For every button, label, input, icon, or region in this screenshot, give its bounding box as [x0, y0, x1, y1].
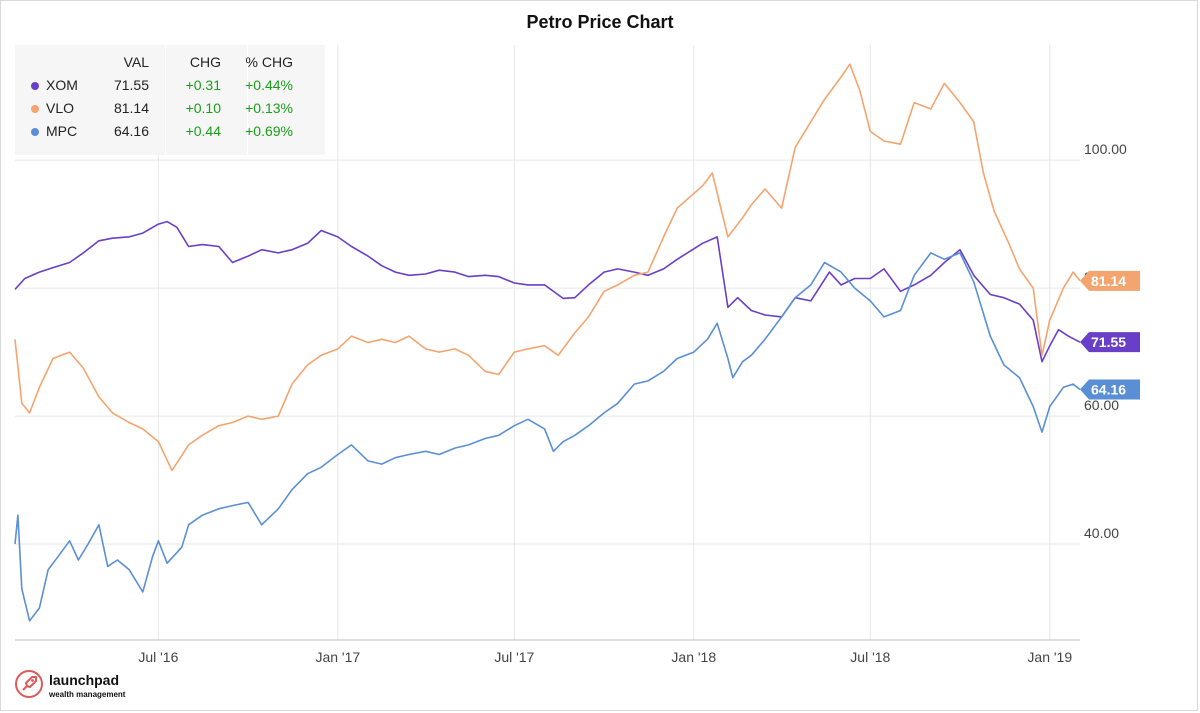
- series-line-xom[interactable]: [14, 220, 1081, 363]
- legend-percent-change: +0.44%: [245, 77, 293, 93]
- rocket-icon: [15, 670, 43, 698]
- legend-value: 64.16: [113, 123, 149, 139]
- x-tick-label: Jan '17: [315, 649, 360, 665]
- value-tag-label: 64.16: [1091, 381, 1126, 397]
- value-tag-label: 71.55: [1091, 334, 1126, 350]
- value-tag-shape: [1080, 379, 1140, 400]
- y-tick-label: 40.00: [1084, 525, 1119, 541]
- series-line-vlo[interactable]: [14, 63, 1081, 472]
- legend-percent-change: +0.13%: [245, 100, 293, 116]
- y-tick-label: 100.00: [1084, 141, 1127, 157]
- logo-name: launchpad: [49, 672, 120, 688]
- last-value-tag-vlo: 81.14: [1080, 270, 1140, 291]
- x-tick-label: Jan '19: [1027, 649, 1072, 665]
- x-tick-label: Jan '18: [671, 649, 716, 665]
- legend-header-chg: CHG: [189, 54, 221, 70]
- launchpad-logo: launchpad wealth management: [15, 669, 155, 703]
- legend-dot-icon: [31, 128, 39, 136]
- last-value-tag-xom: 71.55: [1080, 332, 1140, 353]
- legend-dot-icon: [31, 105, 39, 113]
- chart-title: Petro Price Chart: [526, 12, 674, 32]
- value-tag-shape: [1080, 270, 1140, 291]
- legend-row-mpc[interactable]: MPC 64.16 +0.44 +0.69%: [15, 123, 325, 145]
- legend-change: +0.44: [185, 123, 221, 139]
- legend-percent-change: +0.69%: [245, 123, 293, 139]
- legend-dot-icon: [31, 82, 39, 90]
- legend-header-val: VAL: [123, 54, 149, 70]
- value-tag-label: 81.14: [1091, 273, 1126, 289]
- logo-tagline: wealth management: [49, 690, 126, 699]
- x-tick-label: Jul '18: [850, 649, 890, 665]
- legend-series-name: XOM: [46, 77, 78, 93]
- series-line-mpc[interactable]: [14, 252, 1081, 622]
- x-tick-label: Jul '16: [138, 649, 178, 665]
- legend-change: +0.31: [185, 77, 221, 93]
- legend-row-xom[interactable]: XOM 71.55 +0.31 +0.44%: [15, 77, 325, 99]
- legend-value: 81.14: [113, 100, 149, 116]
- legend-table: VAL CHG % CHG XOM 71.55 +0.31 +0.44% VLO…: [15, 45, 325, 155]
- legend-change: +0.10: [185, 100, 221, 116]
- legend-header-pct: % CHG: [245, 54, 293, 70]
- legend-row-vlo[interactable]: VLO 81.14 +0.10 +0.13%: [15, 100, 325, 122]
- x-tick-label: Jul '17: [494, 649, 534, 665]
- last-value-tag-mpc: 64.16: [1080, 379, 1140, 400]
- legend-series-name: MPC: [46, 123, 78, 139]
- value-tag-shape: [1080, 332, 1140, 353]
- y-tick-label: 60.00: [1084, 397, 1119, 413]
- legend-series-name: VLO: [46, 100, 75, 116]
- legend-value: 71.55: [113, 77, 149, 93]
